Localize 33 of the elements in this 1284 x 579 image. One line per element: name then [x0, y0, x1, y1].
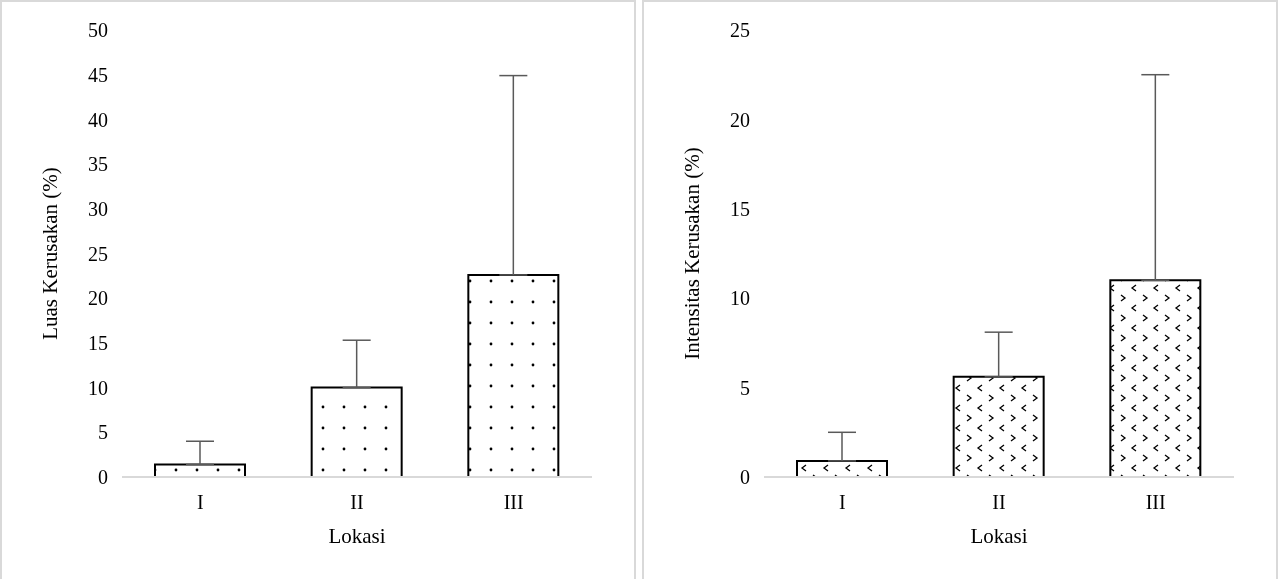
y-tick-label: 5	[740, 376, 750, 399]
y-tick-label: 45	[88, 63, 108, 86]
y-tick-label: 20	[88, 287, 108, 310]
bar	[1109, 279, 1202, 477]
bar	[154, 463, 246, 477]
x-tick-label: II	[992, 491, 1006, 514]
x-tick-label: I	[839, 491, 846, 514]
y-tick-label: 0	[740, 466, 750, 489]
y-tick-label: 40	[88, 108, 108, 131]
y-tick-label: 0	[98, 466, 108, 489]
x-axis-title: Lokasi	[970, 524, 1028, 548]
y-tick-label: 15	[730, 197, 750, 220]
bar	[310, 386, 403, 477]
y-tick-label: 15	[88, 332, 108, 354]
y-tick-label: 25	[88, 242, 108, 265]
bar	[796, 459, 888, 477]
y-tick-label: 35	[88, 153, 108, 176]
bar	[467, 273, 560, 477]
x-tick-label: III	[1145, 491, 1166, 514]
x-tick-label: III	[503, 491, 524, 514]
y-tick-label: 25	[730, 19, 750, 42]
x-axis-title: Lokasi	[328, 524, 386, 548]
y-tick-label: 5	[98, 421, 108, 444]
y-axis-title: Intensitas Kerusakan (%)	[680, 147, 705, 360]
y-tick-label: 10	[730, 287, 750, 310]
y-tick-label: 20	[730, 108, 750, 131]
x-tick-label: II	[350, 491, 364, 514]
y-tick-label: 10	[88, 376, 108, 399]
x-tick-label: I	[197, 491, 204, 514]
y-tick-label: 30	[88, 197, 108, 220]
bar	[952, 375, 1045, 477]
y-tick-label: 50	[88, 19, 108, 42]
y-axis-title: Luas Kerusakan (%)	[38, 167, 63, 340]
